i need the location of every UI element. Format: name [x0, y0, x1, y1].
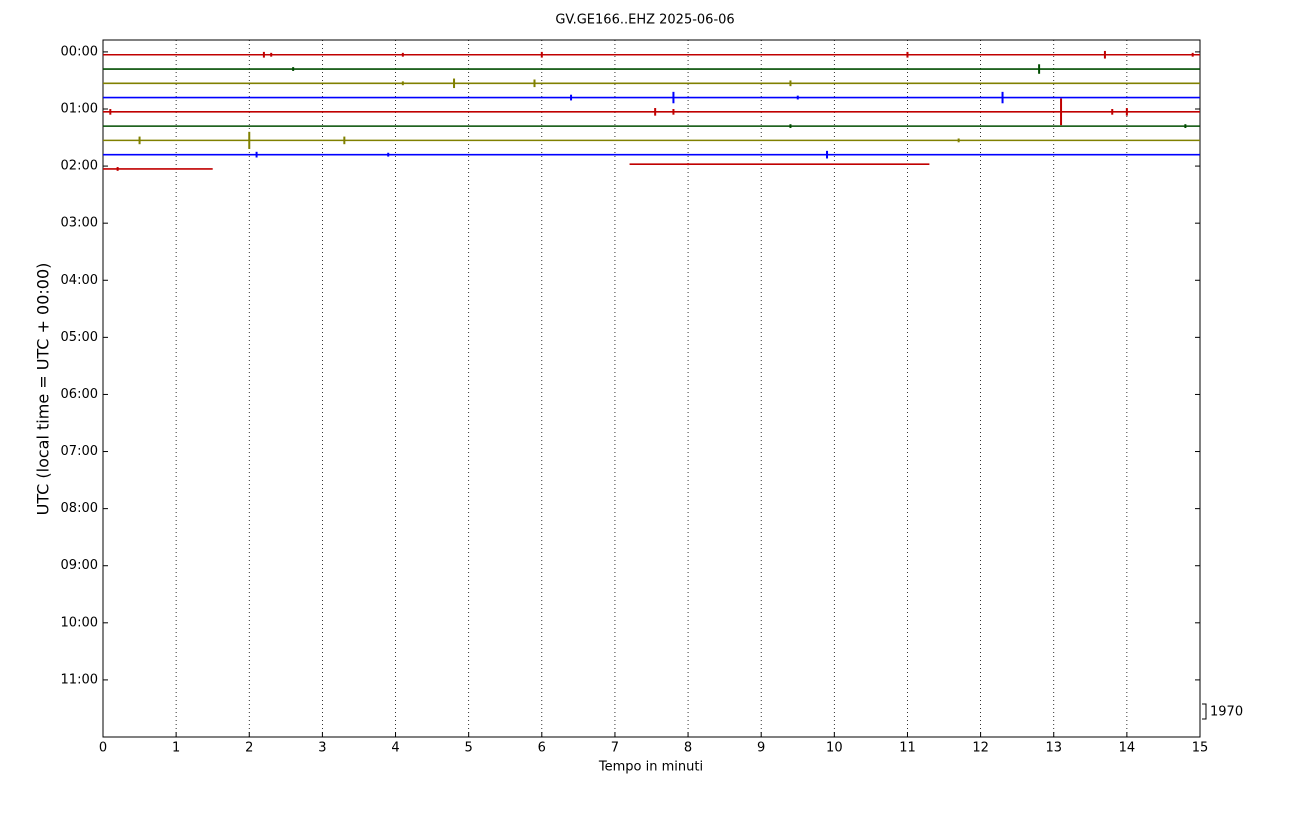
plot-frame — [102, 39, 1201, 738]
y-tick-label: 00:00 — [61, 44, 98, 59]
y-tick-label: 05:00 — [61, 330, 98, 345]
chart-title: GV.GE166..EHZ 2025-06-06 — [555, 13, 734, 28]
y-axis-label: UTC (local time = UTC + 00:00) — [34, 263, 53, 516]
y-tick-label: 04:00 — [61, 273, 98, 288]
y-tick-label: 11:00 — [61, 672, 98, 687]
x-tick-label: 11 — [899, 741, 916, 756]
y-tick-label: 08:00 — [61, 501, 98, 516]
x-tick-label: 10 — [826, 741, 843, 756]
x-tick-label: 8 — [684, 741, 692, 756]
x-tick-label: 6 — [538, 741, 546, 756]
y-tick-label: 02:00 — [61, 159, 98, 174]
y-tick-label: 01:00 — [61, 101, 98, 116]
x-axis-label: Tempo in minuti — [598, 760, 703, 775]
scale-label: 1970 — [1210, 705, 1243, 720]
scale-bar — [1202, 703, 1207, 720]
x-tick-label: 9 — [757, 741, 765, 756]
y-tick-label: 03:00 — [61, 216, 98, 231]
x-tick-label: 12 — [972, 741, 989, 756]
x-tick-label: 14 — [1119, 741, 1136, 756]
x-tick-label: 2 — [245, 741, 253, 756]
x-tick-label: 1 — [172, 741, 180, 756]
y-tick-label: 09:00 — [61, 558, 98, 573]
x-tick-label: 13 — [1045, 741, 1062, 756]
x-tick-label: 0 — [99, 741, 107, 756]
x-tick-label: 15 — [1192, 741, 1209, 756]
y-tick-label: 06:00 — [61, 387, 98, 402]
x-tick-label: 5 — [465, 741, 473, 756]
y-tick-label: 10:00 — [61, 615, 98, 630]
y-tick-label: 07:00 — [61, 444, 98, 459]
x-tick-label: 3 — [318, 741, 326, 756]
x-tick-label: 4 — [391, 741, 399, 756]
x-tick-label: 7 — [611, 741, 619, 756]
